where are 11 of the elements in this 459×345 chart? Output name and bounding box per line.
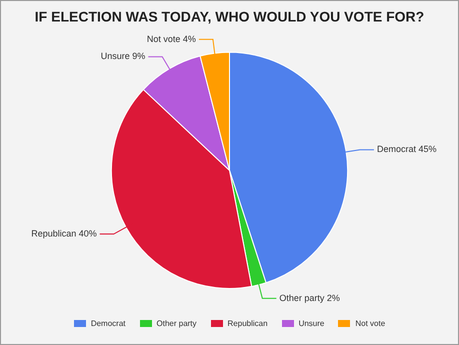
legend-label: Not vote: [355, 318, 386, 328]
legend-label: Republican: [228, 318, 268, 328]
chart-title: IF ELECTION WAS TODAY, WHO WOULD YOU VOTE FOR?: [34, 8, 424, 24]
legend-label: Unsure: [298, 318, 324, 328]
category-label: Other party 2%: [279, 292, 340, 303]
category-label: Not vote 4%: [146, 34, 196, 44]
legend-label: Other party: [156, 318, 197, 328]
category-label: Unsure 9%: [100, 51, 146, 62]
category-label: Republican 40%: [31, 228, 97, 239]
legend-label: Democrat: [90, 318, 126, 328]
category-label: Democrat 45%: [376, 144, 437, 154]
